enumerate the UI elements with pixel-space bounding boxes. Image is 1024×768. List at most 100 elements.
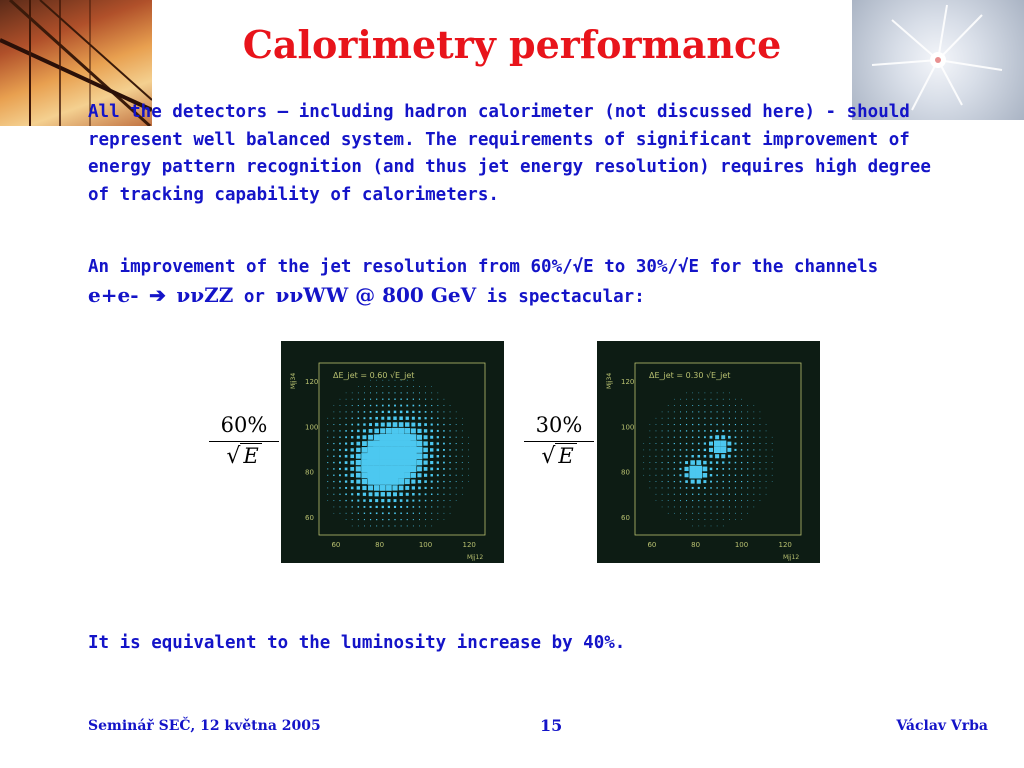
histogram-cell [674, 398, 675, 400]
histogram-cell [703, 480, 707, 484]
histogram-cell [728, 405, 730, 406]
histogram-cell [394, 518, 396, 521]
histogram-cell [710, 405, 712, 407]
histogram-cell [436, 467, 439, 470]
histogram-cell [424, 411, 427, 413]
histogram-cell [468, 455, 469, 457]
histogram-cell [391, 446, 399, 454]
histogram-cell [345, 499, 347, 502]
histogram-cell [424, 417, 427, 420]
histogram-cell [363, 499, 366, 502]
histogram-cell [369, 404, 372, 407]
histogram-cell [406, 392, 408, 394]
histogram-cell [686, 506, 687, 508]
histogram-cell [362, 435, 367, 440]
histogram-cell [698, 423, 700, 426]
histogram-cell [692, 392, 693, 394]
plot-frame [318, 362, 486, 536]
histogram-cell [338, 461, 341, 464]
histogram-cell [339, 424, 341, 426]
histogram-cell [351, 423, 354, 426]
histogram-cell [333, 506, 335, 508]
histogram-cell [655, 443, 657, 444]
histogram-cell [423, 435, 428, 440]
histogram-cell [710, 512, 712, 514]
histogram-cell [417, 428, 422, 434]
histogram-cell [327, 487, 329, 489]
histogram-cell [405, 422, 410, 427]
histogram-cell [358, 386, 359, 387]
histogram-cell [356, 447, 361, 453]
histogram-cell [691, 486, 694, 489]
histogram-cell [735, 411, 736, 413]
histogram-cell [387, 499, 391, 503]
histogram-cell [702, 472, 708, 478]
histogram-cell [388, 512, 390, 515]
histogram-cell [765, 443, 767, 444]
histogram-cell [747, 500, 749, 502]
histogram-cell [753, 500, 755, 501]
histogram-cell [430, 435, 434, 439]
histogram-cell [714, 440, 721, 447]
histogram-cell [655, 462, 657, 464]
histogram-cell [698, 493, 700, 495]
histogram-cell [397, 446, 405, 454]
histogram-cell [709, 461, 713, 464]
histogram-cell [385, 465, 393, 473]
histogram-cell [357, 423, 360, 426]
histogram-cell [698, 411, 700, 413]
histogram-cell [379, 452, 387, 460]
histogram-cell [455, 481, 457, 483]
footer-seminar: Seminář SEČ, 12 května 2005 [88, 718, 321, 734]
histogram-cell [361, 447, 368, 453]
histogram-cell [449, 436, 451, 438]
histogram-cell [722, 500, 724, 502]
histogram-cell [661, 449, 663, 451]
histogram-cell [406, 386, 408, 387]
histogram-cell [698, 506, 700, 508]
histogram-cell [425, 398, 427, 400]
histogram-cell [370, 379, 371, 381]
histogram-cell [425, 519, 427, 521]
histogram-cell [419, 392, 420, 394]
histogram-cell [753, 424, 755, 425]
histogram-cell [722, 493, 724, 495]
histogram-cell [704, 398, 706, 400]
histogram-cell [661, 481, 663, 483]
histogram-cell [327, 462, 329, 464]
histogram-cell [373, 440, 380, 447]
histogram-cell [388, 404, 390, 407]
histogram-cell [697, 454, 701, 458]
histogram-cell [673, 461, 675, 464]
histogram-cell [333, 500, 335, 502]
histogram-cell [673, 474, 675, 476]
histogram-cell [753, 462, 755, 464]
histogram-cell [667, 417, 669, 419]
histogram-cell [759, 500, 761, 501]
histogram-cell [375, 416, 378, 420]
histogram-cell [333, 512, 335, 514]
histogram-cell [387, 505, 391, 509]
histogram-cell [362, 492, 367, 496]
histogram-cell [729, 392, 730, 394]
histogram-cell [716, 423, 718, 426]
histogram-cell [727, 441, 732, 446]
histogram-cell [357, 525, 359, 527]
histogram-cell [398, 427, 405, 434]
histogram-cell [416, 440, 423, 447]
histogram-cell [406, 506, 409, 508]
histogram-cell [649, 462, 651, 463]
histogram-cell [373, 434, 380, 441]
histogram-cell [661, 411, 663, 413]
histogram-cell [443, 487, 445, 489]
histogram-cell [734, 500, 736, 502]
histogram-cell [753, 443, 755, 445]
starburst-image [852, 0, 1024, 120]
histogram-cell [443, 423, 445, 426]
histogram-cell [728, 512, 730, 514]
histogram-cell [385, 446, 393, 454]
histogram-cell [692, 423, 694, 426]
histogram-cell [367, 459, 374, 466]
histogram-cell [692, 405, 694, 406]
histogram-cell [351, 512, 353, 514]
